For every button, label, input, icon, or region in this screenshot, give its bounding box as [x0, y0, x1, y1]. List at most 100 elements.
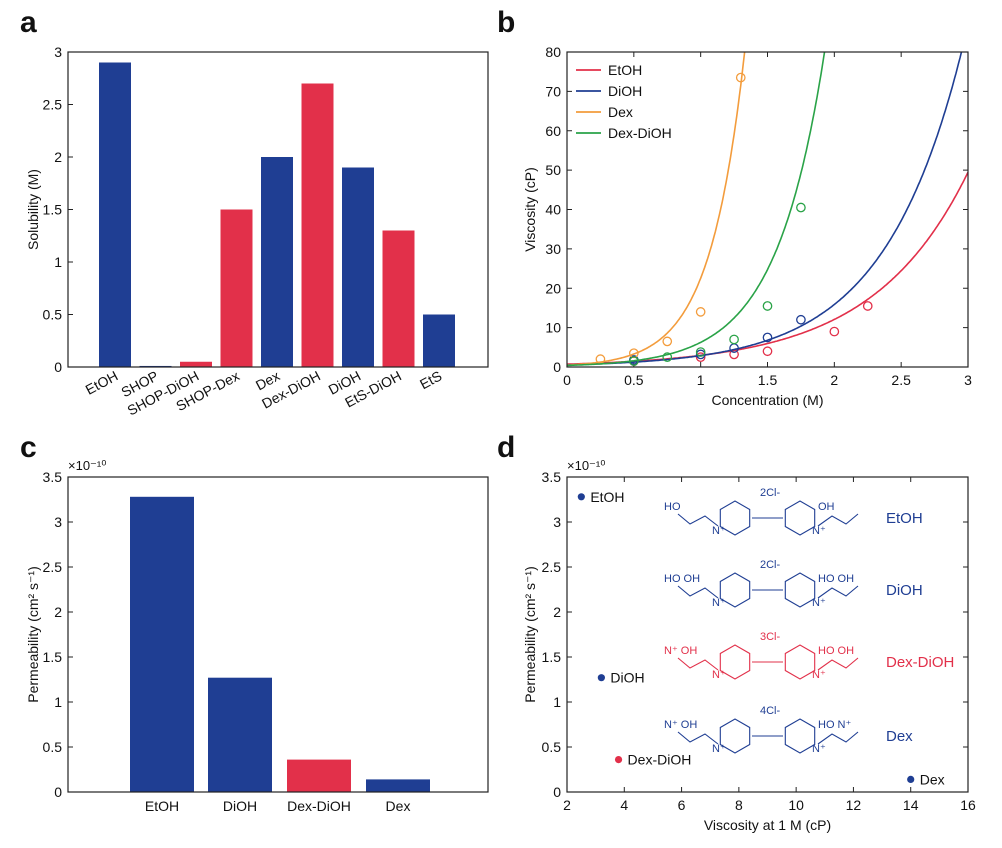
nitrogen-label: N⁺: [812, 669, 826, 681]
legend-label: Dex-DiOH: [608, 125, 672, 141]
y-axis-label: Permeability (cm² s⁻¹): [25, 566, 41, 703]
panel-b-ytick-label: 80: [545, 44, 561, 60]
right-group-label: HO N⁺: [818, 719, 852, 731]
pyridinium-ring: [784, 572, 816, 608]
panel-d-xtick-label: 6: [678, 797, 686, 813]
structure-name: DiOH: [886, 582, 923, 599]
x-axis-label: Concentration (M): [711, 392, 823, 408]
structure-name: Dex-DiOH: [886, 654, 954, 671]
left-chain: [677, 513, 719, 527]
panel-d-xtick-label: 4: [620, 797, 628, 813]
panel-b-xtick-label: 2: [830, 372, 838, 388]
panel-d-xtick-label: 8: [735, 797, 743, 813]
legend-label: EtOH: [608, 62, 642, 78]
left-group-label: N⁺ OH: [664, 719, 697, 731]
panel-c-ytick-label: 1.5: [43, 649, 63, 665]
data-point-dex: [695, 307, 706, 317]
panel-b-ytick-label: 10: [545, 320, 561, 336]
pyridinium-ring: [719, 500, 751, 536]
right-group-label: HO OH: [818, 645, 854, 657]
panel-b-axes-frame: [566, 51, 969, 368]
panel-d-ytick-label: 1: [553, 694, 561, 710]
right-chain: [817, 513, 859, 527]
data-point-dex-dioh: [662, 352, 673, 363]
left-group-label: N⁺ OH: [664, 645, 697, 657]
series-line-dex: [567, 52, 746, 366]
panel-d-xtick-label: 10: [788, 797, 804, 813]
panel-d-xtick-label: 16: [960, 797, 976, 813]
panel-d-ytick-label: 2: [553, 604, 561, 620]
y-axis-label: Permeability (cm² s⁻¹): [522, 566, 538, 703]
structure-dioh: N⁺ N⁺ HO OH HO OH 2Cl- DiOH: [664, 559, 923, 609]
data-point-dex: [735, 72, 746, 83]
data-point-etoh: [762, 346, 773, 357]
right-chain: [817, 657, 859, 671]
y-axis-label: Solubility (M): [25, 169, 41, 250]
nitrogen-label: N⁺: [712, 597, 726, 609]
panel-c-ytick-label: 3: [54, 514, 62, 530]
structure-etoh: N⁺ N⁺ HO OH 2Cl- EtOH: [664, 487, 923, 537]
bar-dex-dioh: [287, 759, 351, 792]
right-chain: [817, 585, 859, 599]
category-label: Dex: [386, 798, 411, 814]
panel-b-xtick-label: 1.5: [758, 372, 778, 388]
panel-d-ytick-label: 2.5: [542, 559, 562, 575]
panel-b-ytick-label: 0: [553, 359, 561, 375]
pyridinium-ring: [719, 718, 751, 754]
bar-dex: [261, 157, 293, 367]
bar-shop-dex: [220, 209, 253, 367]
pyridinium-ring: [719, 572, 751, 608]
left-group-label: HO OH: [664, 573, 700, 585]
panel-c-axes-frame: [67, 476, 489, 793]
bar-shop-dioh: [180, 361, 212, 367]
series-line-dex-dioh: [567, 52, 826, 367]
left-chain: [677, 585, 719, 599]
panel-c-ytick-label: 2: [54, 604, 62, 620]
category-label: EtOH: [83, 368, 121, 398]
panel-d-ytick-label: 0: [553, 784, 561, 800]
nitrogen-label: N⁺: [712, 669, 726, 681]
panel-a-ytick-label: 2: [54, 149, 62, 165]
series-line-dioh: [567, 52, 963, 366]
panel-b-ytick-label: 70: [545, 83, 561, 99]
panel-b-xtick-label: 2.5: [891, 372, 911, 388]
panel-label-b: b: [497, 6, 515, 39]
panel-b-ytick-label: 60: [545, 123, 561, 139]
panel-c-permeability-bar-chart: 0 0.5 1 1.5 2 2.5 3 3.5 EtOH DiOH Dex-DiOH Dex ×10⁻¹…: [25, 458, 489, 814]
bar-ets: [423, 314, 455, 367]
data-point-dex: [662, 336, 673, 347]
data-point-etoh: [829, 326, 840, 337]
pyridinium-ring: [784, 500, 816, 536]
panel-label-d: d: [497, 431, 515, 464]
panel-d-ytick-label: 3: [553, 514, 561, 530]
counterion-label: 2Cl-: [760, 487, 781, 499]
structure-name: Dex: [886, 728, 913, 745]
panel-a-ytick-label: 1.5: [43, 202, 63, 218]
data-point-dioh: [796, 314, 806, 325]
bar-etoh: [130, 496, 194, 792]
panel-label-a: a: [20, 6, 37, 39]
category-label: DiOH: [223, 798, 257, 814]
data-point-dex-dioh: [796, 202, 806, 213]
panel-a-ytick-label: 3: [54, 44, 62, 60]
right-chain: [817, 731, 859, 745]
panel-b-xtick-label: 0: [563, 372, 571, 388]
right-group-label: OH: [818, 501, 835, 513]
bar-dioh: [208, 677, 272, 792]
data-point-dex-dioh: [762, 301, 773, 311]
nitrogen-label: N⁺: [812, 597, 826, 609]
category-label: EtOH: [145, 798, 179, 814]
scatter-point-dioh: [597, 674, 605, 682]
pyridinium-ring: [784, 644, 816, 680]
panel-c-ytick-label: 2.5: [43, 559, 63, 575]
structure-dex: N⁺ N⁺ N⁺ OH HO N⁺ 4Cl- Dex: [664, 705, 913, 755]
point-label: EtOH: [590, 489, 624, 505]
counterion-label: 3Cl-: [760, 631, 781, 643]
data-point-dex-dioh: [695, 347, 706, 357]
panel-d-xtick-label: 14: [903, 797, 919, 813]
panel-c-ytick-label: 3.5: [43, 469, 63, 485]
bar-dex-dioh: [301, 83, 334, 367]
legend-label: DiOH: [608, 83, 642, 99]
